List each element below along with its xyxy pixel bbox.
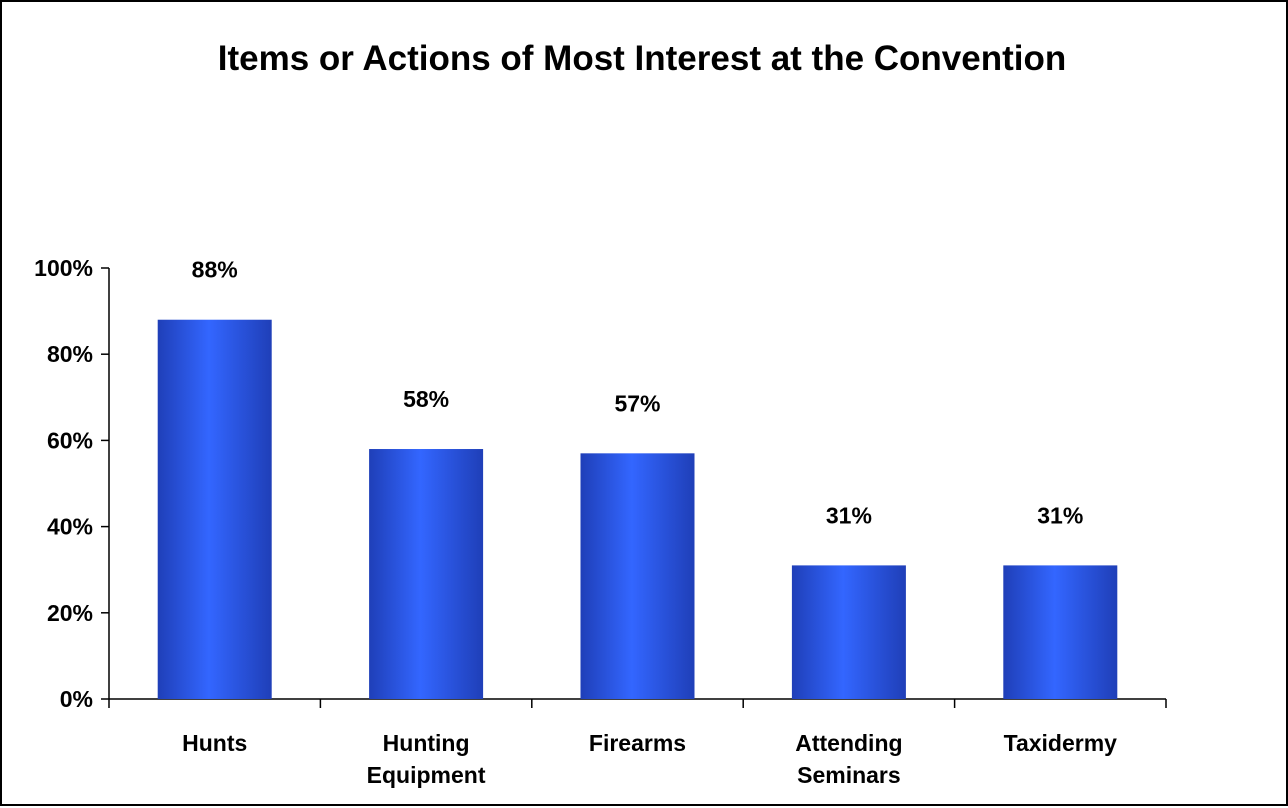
bars [157, 319, 1118, 699]
data-label: 31% [1037, 502, 1083, 528]
data-label: 58% [403, 386, 449, 412]
bar [580, 453, 695, 699]
x-category-label: Attending [795, 730, 902, 756]
x-category-label: Hunting [383, 730, 470, 756]
y-tick-label: 20% [47, 600, 93, 626]
y-tick-label: 100% [34, 255, 93, 281]
x-category-label: Hunts [182, 730, 247, 756]
x-category-label: Firearms [589, 730, 686, 756]
y-tick-label: 60% [47, 427, 93, 453]
x-category-label: Seminars [797, 762, 901, 788]
data-label: 31% [826, 502, 872, 528]
y-tick-label: 80% [47, 341, 93, 367]
bar [791, 565, 906, 699]
x-category-label: Equipment [367, 762, 486, 788]
labels: 0% 20% 40% 60% 80% 100% 88% Hunts 58% Hunting Equi… [34, 255, 1117, 788]
y-tick-label: 0% [60, 686, 93, 712]
data-label: 88% [192, 257, 238, 283]
bar [369, 449, 484, 699]
bar [1003, 565, 1118, 699]
chart-title: Items or Actions of Most Interest at the… [218, 39, 1067, 78]
bar [157, 319, 272, 699]
x-category-label: Taxidermy [1004, 730, 1118, 756]
data-label: 57% [614, 390, 660, 416]
y-tick-label: 40% [47, 514, 93, 540]
